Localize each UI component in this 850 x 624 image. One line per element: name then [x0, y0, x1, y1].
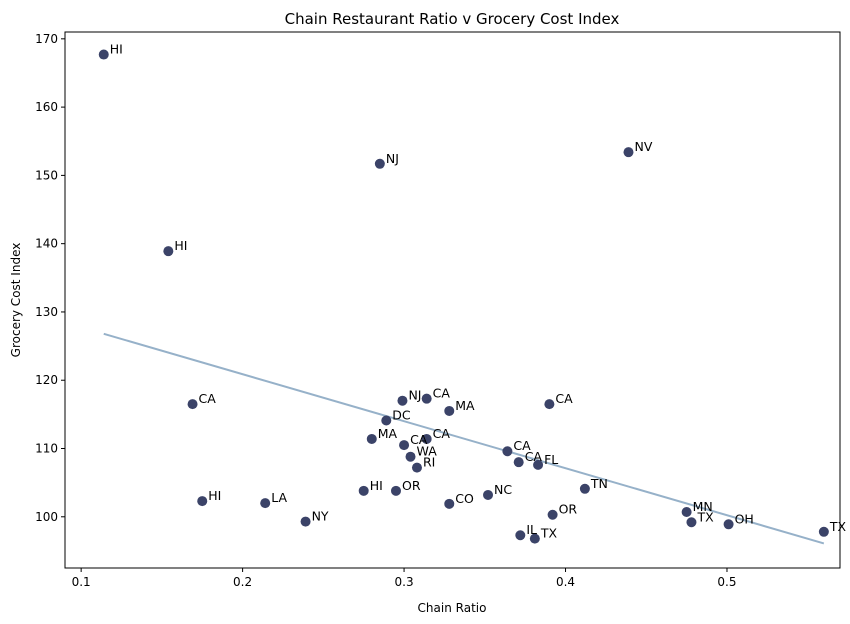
data-point: [405, 451, 416, 462]
point-label: CA: [410, 432, 428, 447]
point-label: CA: [433, 386, 451, 401]
point-label: TN: [590, 476, 608, 491]
x-tick-label: 0.1: [72, 575, 91, 589]
data-point: [411, 462, 422, 473]
point-label: NJ: [408, 388, 421, 403]
point-label: HI: [370, 478, 383, 493]
point-label: FL: [544, 452, 558, 467]
data-point: [358, 485, 369, 496]
points-group: [98, 49, 829, 544]
y-tick-label: 130: [35, 305, 58, 319]
x-tick-label: 0.2: [233, 575, 252, 589]
point-label: NC: [494, 482, 512, 497]
y-tick-label: 110: [35, 442, 58, 456]
data-point: [818, 526, 829, 537]
data-point: [260, 498, 271, 509]
data-point: [681, 507, 692, 518]
point-label: MN: [693, 499, 713, 514]
point-label: TX: [540, 526, 558, 541]
point-label: HI: [208, 488, 221, 503]
data-point: [300, 516, 311, 527]
point-label: RI: [423, 455, 435, 470]
data-point: [444, 405, 455, 416]
y-axis-label: Grocery Cost Index: [9, 243, 23, 358]
data-point: [533, 459, 544, 470]
x-tick-label: 0.4: [556, 575, 575, 589]
point-label: CA: [555, 391, 573, 406]
point-label: CA: [525, 449, 543, 464]
data-point: [579, 483, 590, 494]
point-label: WA: [417, 444, 438, 459]
trendline-group: [103, 332, 825, 545]
point-label: NY: [312, 509, 329, 524]
y-tick-label: 140: [35, 237, 58, 251]
point-label: DC: [392, 408, 411, 423]
data-point: [483, 489, 494, 500]
point-label: HI: [174, 238, 187, 253]
point-label: OR: [559, 502, 578, 517]
point-label: TX: [696, 509, 714, 524]
data-point: [444, 498, 455, 509]
point-label: TX: [829, 519, 847, 534]
point-label: NJ: [386, 151, 399, 166]
data-point: [163, 246, 174, 257]
point-label: IL: [526, 522, 537, 537]
data-point: [515, 530, 526, 541]
data-point: [187, 399, 198, 410]
trendline: [103, 332, 825, 545]
data-point: [197, 496, 208, 507]
data-point: [686, 517, 697, 528]
data-point: [390, 485, 401, 496]
point-label: CO: [455, 491, 474, 506]
point-label: OH: [735, 511, 754, 526]
data-point: [397, 395, 408, 406]
point-label: CA: [513, 438, 531, 453]
data-point: [374, 158, 385, 169]
data-point: [513, 457, 524, 468]
point-label: CA: [199, 391, 217, 406]
data-point: [723, 519, 734, 530]
point-label: OR: [402, 478, 421, 493]
point-label: HI: [110, 42, 123, 57]
y-tick-label: 150: [35, 168, 58, 182]
data-point: [529, 533, 540, 544]
x-tick-label: 0.5: [717, 575, 736, 589]
chart-title: Chain Restaurant Ratio v Grocery Cost In…: [285, 10, 620, 28]
data-point: [421, 433, 432, 444]
x-tick-label: 0.3: [395, 575, 414, 589]
point-label: MA: [378, 426, 398, 441]
data-point: [421, 393, 432, 404]
data-point: [502, 446, 513, 457]
data-point: [623, 147, 634, 158]
data-point: [547, 509, 558, 520]
point-label: MA: [455, 398, 475, 413]
data-point: [544, 399, 555, 410]
plot-area: [64, 31, 841, 569]
point-label: LA: [271, 490, 287, 505]
y-tick-label: 120: [35, 373, 58, 387]
x-axis-label: Chain Ratio: [418, 601, 487, 615]
point-label: NV: [634, 139, 652, 154]
y-tick-label: 100: [35, 510, 58, 524]
point-label: CA: [433, 426, 451, 441]
data-point: [399, 440, 410, 451]
data-point: [366, 433, 377, 444]
y-tick-label: 170: [35, 32, 58, 46]
data-point: [381, 415, 392, 426]
y-tick-label: 160: [35, 100, 58, 114]
data-point: [98, 49, 109, 60]
axis-ticks: 0.1 0.2 0.3 0.4 0.5 100 110 120 130 140 150 160 170: [35, 32, 736, 589]
